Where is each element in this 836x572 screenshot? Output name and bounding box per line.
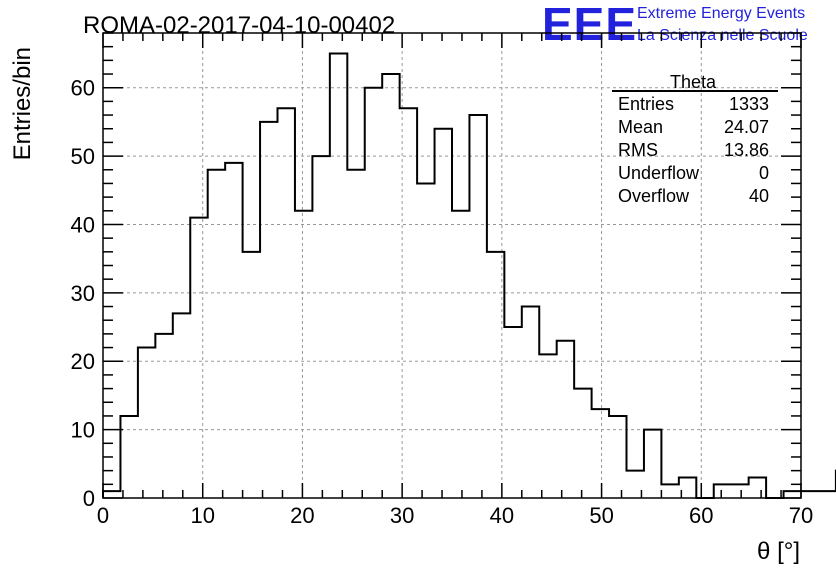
stats-label: Entries xyxy=(618,94,674,114)
stats-value: 13.86 xyxy=(724,140,769,160)
stats-label: Overflow xyxy=(618,186,690,206)
y-tick-label: 30 xyxy=(71,281,95,306)
x-tick-label: 10 xyxy=(190,503,214,528)
stats-box: Theta Entries 1333 Mean 24.07 RMS 13.86 Underf… xyxy=(612,72,778,206)
stats-label: Underflow xyxy=(618,163,700,183)
stats-box-title: Theta xyxy=(670,72,717,92)
stats-label: Mean xyxy=(618,117,663,137)
stats-value: 0 xyxy=(759,163,769,183)
x-tick-labels: 0 10 20 30 40 50 60 70 xyxy=(97,503,813,528)
stats-value: 1333 xyxy=(729,94,769,114)
plot-frame xyxy=(102,32,802,499)
y-tick-labels: 0 10 20 30 40 50 60 xyxy=(71,76,95,511)
y-tick-label: 40 xyxy=(71,212,95,237)
x-tick-label: 50 xyxy=(589,503,613,528)
y-tick-label: 0 xyxy=(83,486,95,511)
stats-label: RMS xyxy=(618,140,658,160)
x-tick-label: 40 xyxy=(490,503,514,528)
x-tick-label: 30 xyxy=(390,503,414,528)
grid-lines xyxy=(103,33,801,498)
x-tick-label: 20 xyxy=(290,503,314,528)
y-tick-label: 10 xyxy=(71,418,95,443)
stats-value: 40 xyxy=(749,186,769,206)
chart-title: ROMA-02-2017-04-10-00402 xyxy=(83,12,395,39)
x-axis-label: θ [°] xyxy=(757,538,800,565)
x-tick-label: 70 xyxy=(789,503,813,528)
logo-line-1: Extreme Energy Events xyxy=(637,5,805,22)
stats-rows: Entries 1333 Mean 24.07 RMS 13.86 Underflow 0 Ov… xyxy=(618,94,769,206)
y-tick-label: 50 xyxy=(71,144,95,169)
stats-value: 24.07 xyxy=(724,117,769,137)
axis-ticks xyxy=(102,32,802,499)
y-tick-label: 60 xyxy=(71,76,95,101)
logo-mark: EEE xyxy=(542,0,637,50)
x-tick-label: 60 xyxy=(689,503,713,528)
logo-line-2: La Scienza nelle Scuole xyxy=(637,27,808,44)
eee-logo: EEE Extreme Energy Events La Scienza nel… xyxy=(542,0,808,50)
y-tick-label: 20 xyxy=(71,349,95,374)
x-tick-label: 0 xyxy=(97,503,109,528)
y-axis-label: Entries/bin xyxy=(9,47,36,160)
